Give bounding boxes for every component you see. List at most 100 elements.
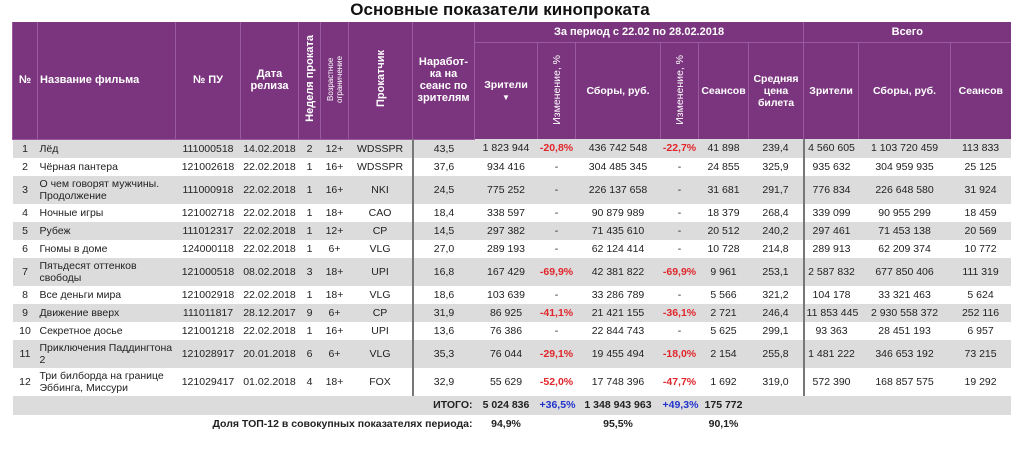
- cell-avg-price: 319,0: [762, 375, 789, 388]
- cell-per-session: 13,6: [411, 321, 475, 340]
- col-sessions[interactable]: Сеансов: [698, 42, 749, 139]
- cell-avg-price: 240,2: [748, 221, 804, 240]
- sort-desc-icon[interactable]: ▼: [502, 93, 510, 102]
- cell-pu-number: 121002718: [181, 206, 235, 219]
- cell-distributor: UPI: [371, 324, 389, 337]
- cell-rank: 11: [12, 339, 38, 368]
- cell-total-viewers: 2 587 832: [802, 257, 859, 286]
- share-gross: 95,5%: [603, 418, 633, 430]
- col-name[interactable]: Название фильма: [37, 22, 176, 140]
- cell-age-rating: 16+: [325, 160, 344, 173]
- cell-total-gross: 90 955 299: [878, 206, 931, 219]
- cell-distributor: VLG: [369, 242, 391, 255]
- cell-total-gross: 304 959 935: [875, 160, 934, 173]
- cell-sessions: 5 625: [710, 324, 737, 337]
- col-release[interactable]: Дата релиза: [240, 22, 299, 140]
- cell-film-title: Ночные игры: [39, 206, 104, 219]
- cell-total-sessions: 10 772: [964, 242, 997, 255]
- col-viewers-change-label: Изменение, %: [550, 54, 563, 125]
- cell-gross-change: -: [677, 242, 682, 255]
- col-gross-change-label: Изменение, %: [673, 54, 686, 125]
- cell-age-rating: 6+: [320, 339, 349, 368]
- col-viewers[interactable]: Зрители ▼: [474, 42, 538, 139]
- col-per-session[interactable]: Наработ-ка на сеанс по зрителям: [412, 22, 475, 140]
- table-row[interactable]: 6 Гномы в доме 124000118 22.02.2018 1 6+ VLG 27…: [13, 239, 1011, 258]
- cell-distributor: WDSSPR: [356, 160, 404, 173]
- cell-avg-price: 299,1: [762, 324, 789, 337]
- share-viewers: 94,9%: [491, 418, 521, 430]
- cell-total-viewers: 776 834: [802, 175, 859, 204]
- cell-gross: 436 742 548: [575, 139, 661, 158]
- col-avg-price[interactable]: Средняя цена билета: [747, 42, 804, 139]
- cell-age-rating: 12+: [320, 139, 349, 158]
- cell-total-viewers: 297 461: [802, 221, 859, 240]
- cell-total-sessions: 18 459: [964, 206, 997, 219]
- col-gross-change[interactable]: Изменение, %: [660, 42, 699, 139]
- cell-total-gross: 33 321 463: [878, 288, 931, 301]
- col-distributor[interactable]: Прокатчик: [348, 22, 413, 140]
- cell-rank: 6: [22, 242, 28, 255]
- col-week[interactable]: Неделя проката: [298, 22, 321, 140]
- cell-week: 1: [298, 175, 321, 204]
- cell-distributor: CAO: [368, 206, 392, 219]
- table-row[interactable]: 9 Движение вверх 111011817 28.12.2017 9 6+ CP 3…: [12, 303, 1011, 322]
- table-row[interactable]: 12 Три билборда на границе Эббинга, Миссу…: [13, 367, 1011, 396]
- col-age[interactable]: Возрастное ограничение: [320, 22, 349, 140]
- col-total-viewers[interactable]: Зрители: [803, 42, 859, 139]
- cell-viewers: 775 252: [474, 175, 538, 204]
- cell-total-viewers: 935 632: [802, 157, 859, 176]
- cell-rank: 8: [22, 288, 28, 301]
- cell-viewers-change: -29,1%: [537, 339, 576, 368]
- cell-age-rating: 18+: [320, 257, 349, 286]
- cell-rank: 4: [22, 206, 28, 219]
- cell-release-date: 22.02.2018: [240, 175, 299, 204]
- table-row[interactable]: 8 Все деньги мира 121002918 22.02.2018 1 18+ V…: [13, 285, 1011, 304]
- cell-viewers-change: -: [554, 242, 559, 255]
- table-row[interactable]: 4 Ночные игры 121002718 22.02.2018 1 18+ CAO 18…: [13, 203, 1011, 222]
- cell-total-viewers: 572 390: [802, 367, 859, 396]
- table-row[interactable]: 5 Рубеж 111012317 22.02.2018 1 12+ CP 14,5 297 3…: [12, 221, 1011, 240]
- table-row[interactable]: 7 Пятьдесят оттенков свободы 121000518 08.0…: [12, 257, 1011, 286]
- cell-viewers: 167 429: [474, 257, 538, 286]
- col-num[interactable]: №: [12, 22, 38, 140]
- cell-distributor: FOX: [369, 375, 391, 388]
- table-row[interactable]: 11 Приключения Паддингтона 2 121028917 20.0…: [12, 339, 1011, 368]
- col-gross[interactable]: Сборы, руб.: [575, 42, 661, 139]
- cell-distributor: WDSSPR: [348, 139, 413, 158]
- cell-total-viewers: 1 481 222: [802, 339, 859, 368]
- cell-total-gross: 168 857 575: [875, 375, 934, 388]
- cell-gross-change: -47,7%: [662, 375, 697, 388]
- cell-gross: 90 879 989: [591, 206, 645, 219]
- cell-distributor: UPI: [348, 257, 413, 286]
- table-row[interactable]: 1 Лёд 111000518 14.02.2018 2 12+ WDSSPR 43,5 1 8…: [12, 139, 1011, 158]
- cell-pu-number: 121001218: [181, 324, 235, 337]
- table-row[interactable]: 2 Чёрная пантера 121002618 22.02.2018 1 16+ WD…: [13, 157, 1011, 176]
- col-total-gross[interactable]: Сборы, руб.: [858, 42, 951, 139]
- cell-pu-number: 111012317: [175, 221, 241, 240]
- cell-film-title: Все деньги мира: [39, 288, 122, 301]
- share-sessions: 90,1%: [708, 418, 739, 430]
- total-label: ИТОГО:: [12, 395, 475, 415]
- table-row[interactable]: 10 Секретное досье 121001218 22.02.2018 1 16+…: [13, 321, 1011, 340]
- share-label: Доля ТОП-12 в совокупных показателях пер…: [212, 418, 473, 430]
- share-row: Доля ТОП-12 в совокупных показателях пер…: [13, 415, 1011, 434]
- cell-viewers-change: -52,0%: [539, 375, 574, 388]
- col-pu[interactable]: № ПУ: [175, 22, 241, 140]
- cell-viewers: 76 044: [474, 339, 538, 368]
- cell-viewers-change: -: [554, 206, 559, 219]
- col-total-sessions[interactable]: Сеансов: [950, 42, 1011, 139]
- col-viewers-change[interactable]: Изменение, %: [537, 42, 576, 139]
- cell-sessions: 41 898: [698, 139, 749, 158]
- cell-total-sessions: 111 319: [950, 257, 1011, 286]
- total-gross: 1 348 943 963: [575, 395, 661, 415]
- cell-per-session: 31,9: [411, 303, 475, 322]
- cell-rank: 7: [12, 257, 38, 286]
- cell-gross: 33 286 789: [591, 288, 645, 301]
- cell-gross-change: -: [660, 175, 699, 204]
- cell-total-viewers: 11 853 445: [802, 303, 859, 322]
- cell-distributor: VLG: [369, 288, 391, 301]
- cell-week: 9: [298, 303, 321, 322]
- cell-film-title: Лёд: [37, 139, 176, 158]
- cell-per-session: 18,4: [411, 203, 475, 222]
